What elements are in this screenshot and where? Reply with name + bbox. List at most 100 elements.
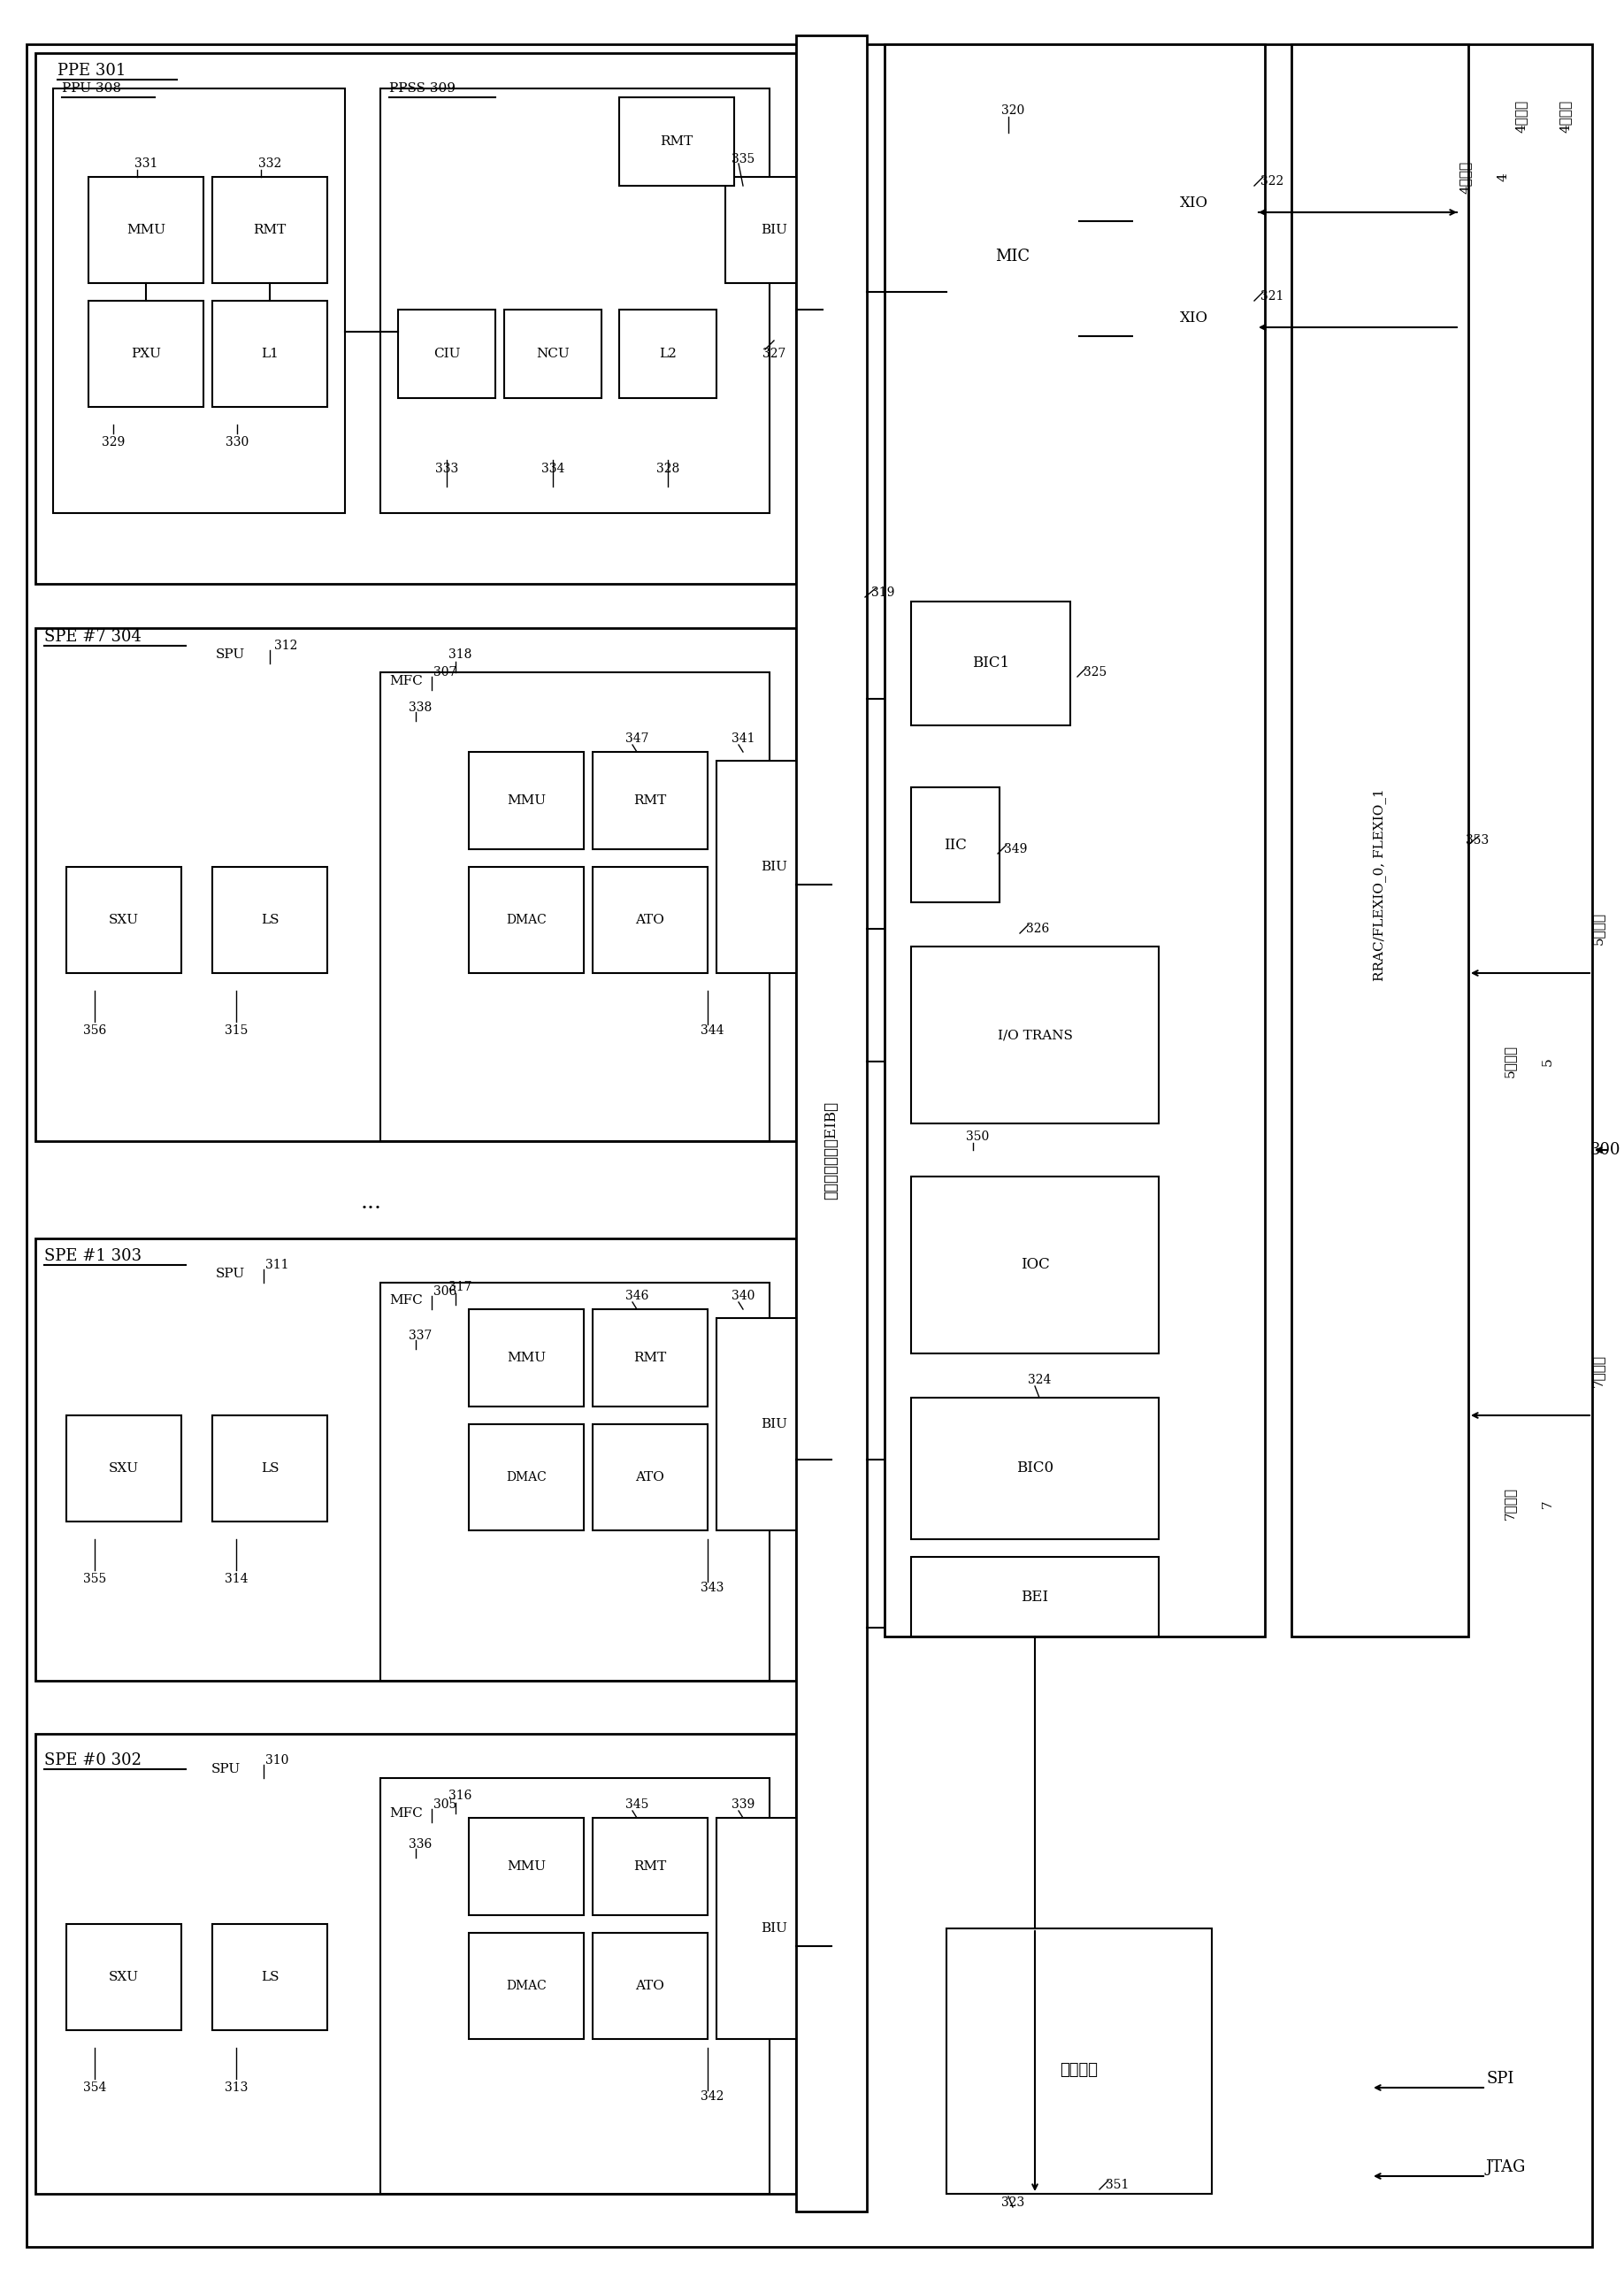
Text: 355: 355 xyxy=(83,1572,106,1586)
Text: I/O TRANS: I/O TRANS xyxy=(997,1029,1072,1041)
Text: SXU: SXU xyxy=(109,1971,140,1983)
Text: CIU: CIU xyxy=(434,348,460,360)
Text: ...: ... xyxy=(361,1192,382,1212)
Text: SXU: SXU xyxy=(109,1462,140,1474)
FancyBboxPatch shape xyxy=(469,752,583,850)
Text: 4字节宽: 4字节宽 xyxy=(1460,160,1471,193)
Text: IOC: IOC xyxy=(1020,1258,1049,1272)
Text: PPE 301: PPE 301 xyxy=(57,62,127,78)
FancyBboxPatch shape xyxy=(593,1932,708,2040)
Text: 342: 342 xyxy=(700,2090,724,2102)
Text: 普通逻辑: 普通逻辑 xyxy=(1060,2063,1098,2079)
Text: 7: 7 xyxy=(1541,1499,1554,1508)
FancyBboxPatch shape xyxy=(36,53,796,584)
FancyBboxPatch shape xyxy=(213,866,328,974)
Text: RMT: RMT xyxy=(633,795,666,807)
FancyBboxPatch shape xyxy=(947,1928,1212,2193)
Text: 312: 312 xyxy=(274,639,297,651)
FancyBboxPatch shape xyxy=(593,752,708,850)
Text: 单元互连总线（EIB）: 单元互连总线（EIB） xyxy=(823,1100,840,1199)
Text: 349: 349 xyxy=(1004,843,1028,855)
FancyBboxPatch shape xyxy=(398,309,495,399)
Text: BIU: BIU xyxy=(760,1923,788,1934)
Text: 332: 332 xyxy=(258,158,281,170)
Text: 338: 338 xyxy=(409,701,432,713)
FancyBboxPatch shape xyxy=(380,672,770,1141)
Text: 316: 316 xyxy=(448,1790,471,1802)
Text: 339: 339 xyxy=(731,1799,755,1811)
Text: BIU: BIU xyxy=(760,862,788,873)
FancyBboxPatch shape xyxy=(1132,151,1255,257)
Text: 334: 334 xyxy=(541,463,565,474)
FancyBboxPatch shape xyxy=(36,1733,796,2193)
FancyBboxPatch shape xyxy=(619,309,716,399)
Text: 353: 353 xyxy=(1465,834,1489,846)
Text: 317: 317 xyxy=(448,1281,471,1293)
FancyBboxPatch shape xyxy=(213,1416,328,1522)
Text: 313: 313 xyxy=(224,2081,248,2095)
Text: 307: 307 xyxy=(434,667,456,678)
Text: 351: 351 xyxy=(1106,2180,1129,2191)
Text: 4: 4 xyxy=(1497,172,1510,181)
FancyBboxPatch shape xyxy=(911,1176,1160,1355)
Text: DMAC: DMAC xyxy=(507,1471,547,1483)
Text: 343: 343 xyxy=(700,1581,724,1593)
Text: SPU: SPU xyxy=(211,1763,240,1776)
Text: 314: 314 xyxy=(224,1572,248,1586)
Text: SXU: SXU xyxy=(109,915,140,926)
Text: IIC: IIC xyxy=(944,837,966,853)
Text: 347: 347 xyxy=(625,733,648,745)
FancyBboxPatch shape xyxy=(67,1923,182,2031)
FancyBboxPatch shape xyxy=(726,176,823,284)
FancyBboxPatch shape xyxy=(911,786,999,903)
Text: 336: 336 xyxy=(409,1838,432,1850)
Text: PXU: PXU xyxy=(132,348,161,360)
FancyBboxPatch shape xyxy=(469,1423,583,1531)
Text: L1: L1 xyxy=(261,348,279,360)
Text: 324: 324 xyxy=(1028,1373,1051,1387)
FancyBboxPatch shape xyxy=(380,89,770,513)
Text: SPE #7 304: SPE #7 304 xyxy=(44,628,141,644)
Text: JTAG: JTAG xyxy=(1486,2159,1527,2175)
Text: 333: 333 xyxy=(435,463,458,474)
FancyBboxPatch shape xyxy=(911,601,1070,724)
Text: DMAC: DMAC xyxy=(507,915,547,926)
Text: SPI: SPI xyxy=(1486,2072,1514,2086)
FancyBboxPatch shape xyxy=(796,34,867,2212)
Text: MMU: MMU xyxy=(127,225,166,236)
FancyBboxPatch shape xyxy=(716,1318,831,1531)
Text: MFC: MFC xyxy=(390,1295,422,1306)
Text: MFC: MFC xyxy=(390,1806,422,1820)
Text: 319: 319 xyxy=(870,587,895,598)
Text: 340: 340 xyxy=(731,1290,755,1302)
FancyBboxPatch shape xyxy=(716,761,831,974)
Text: 344: 344 xyxy=(700,1025,724,1036)
Text: 4字节宽: 4字节宽 xyxy=(1515,101,1528,133)
Text: 7字节宽: 7字节宽 xyxy=(1592,1355,1605,1387)
FancyBboxPatch shape xyxy=(36,628,796,1141)
FancyBboxPatch shape xyxy=(885,44,1265,1636)
Text: 328: 328 xyxy=(656,463,679,474)
Text: 5: 5 xyxy=(1541,1057,1554,1066)
FancyBboxPatch shape xyxy=(619,96,734,186)
Text: 4字节宽: 4字节宽 xyxy=(1559,101,1572,133)
Text: L2: L2 xyxy=(659,348,677,360)
Text: 5字节宽: 5字节宽 xyxy=(1592,912,1605,944)
FancyBboxPatch shape xyxy=(911,1556,1160,1636)
Text: BIC1: BIC1 xyxy=(973,656,1009,672)
Text: BIC0: BIC0 xyxy=(1017,1460,1054,1476)
Text: 329: 329 xyxy=(102,435,125,449)
Text: 350: 350 xyxy=(966,1130,989,1144)
FancyBboxPatch shape xyxy=(469,1309,583,1407)
FancyBboxPatch shape xyxy=(469,1932,583,2040)
FancyBboxPatch shape xyxy=(67,866,182,974)
FancyBboxPatch shape xyxy=(469,1818,583,1916)
Text: RMT: RMT xyxy=(633,1352,666,1364)
FancyBboxPatch shape xyxy=(503,309,601,399)
Text: RMT: RMT xyxy=(633,1861,666,1873)
FancyBboxPatch shape xyxy=(1132,266,1255,371)
FancyBboxPatch shape xyxy=(911,1398,1160,1540)
FancyBboxPatch shape xyxy=(593,1423,708,1531)
Text: 356: 356 xyxy=(83,1025,106,1036)
Text: MMU: MMU xyxy=(507,1352,546,1364)
